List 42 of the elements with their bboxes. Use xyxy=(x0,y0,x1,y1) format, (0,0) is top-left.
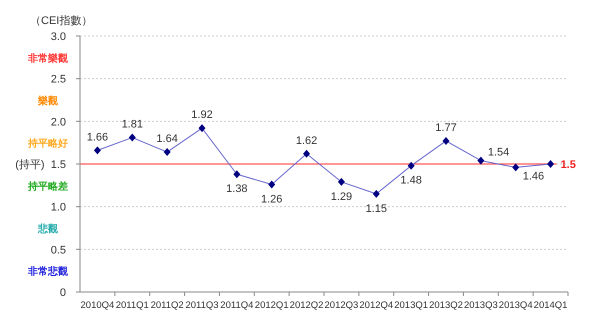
x-tick-label: 2013Q2 xyxy=(429,300,463,311)
x-tick-label: 2011Q2 xyxy=(150,300,184,311)
x-tick-label: 2013Q4 xyxy=(498,300,533,311)
data-label: 1.48 xyxy=(400,174,422,187)
data-label: 1.29 xyxy=(330,190,352,203)
data-label: 1.66 xyxy=(86,131,108,144)
data-label: 1.46 xyxy=(522,170,544,182)
x-tick-label: 2010Q4 xyxy=(80,300,114,311)
x-tick-label: 2013Q3 xyxy=(464,300,498,311)
x-tick-label: 2011Q1 xyxy=(116,300,149,311)
text: 持平略差 xyxy=(27,180,68,192)
x-tick-label: 2012Q4 xyxy=(359,300,394,311)
y-tick-label: 0 xyxy=(60,287,66,299)
x-tick-label: 2012Q3 xyxy=(324,300,358,311)
data-label: 1.77 xyxy=(435,122,457,134)
text: 非常樂觀 xyxy=(27,52,68,64)
text: 樂觀 xyxy=(37,95,58,107)
data-label: 1.38 xyxy=(226,183,248,196)
data-label: 1.62 xyxy=(296,134,318,147)
data-label: 1.81 xyxy=(122,118,143,131)
y-tick-label: (持平) 1.5 xyxy=(15,159,66,171)
x-tick-label: 2013Q1 xyxy=(394,300,428,311)
y-tick-label: 3.0 xyxy=(50,31,66,43)
x-tick-label: 2011Q3 xyxy=(185,300,219,311)
text: 持平略好 xyxy=(27,138,68,150)
data-label: 1.15 xyxy=(366,202,387,215)
x-tick-label: 2011Q4 xyxy=(220,300,254,311)
data-label: 1.54 xyxy=(488,146,510,159)
y-axis-title: （CEI指數） xyxy=(30,15,92,27)
x-tick-label: 2014Q1 xyxy=(534,300,568,311)
text: 悲觀 xyxy=(37,223,58,235)
data-label: 1.92 xyxy=(191,109,213,122)
y-tick-label: 0.5 xyxy=(50,244,66,256)
y-tick-label: 2.5 xyxy=(50,74,66,86)
x-tick-label: 2012Q1 xyxy=(254,300,289,311)
y-tick-label: 2.0 xyxy=(50,116,66,128)
text: 非常悲觀 xyxy=(27,266,68,278)
y-tick-label: 1.0 xyxy=(50,202,66,214)
data-label: 1.26 xyxy=(261,193,282,206)
data-label: 1.64 xyxy=(156,133,178,146)
x-tick-label: 2012Q2 xyxy=(290,300,324,311)
data-label: 1.5 xyxy=(560,159,576,171)
